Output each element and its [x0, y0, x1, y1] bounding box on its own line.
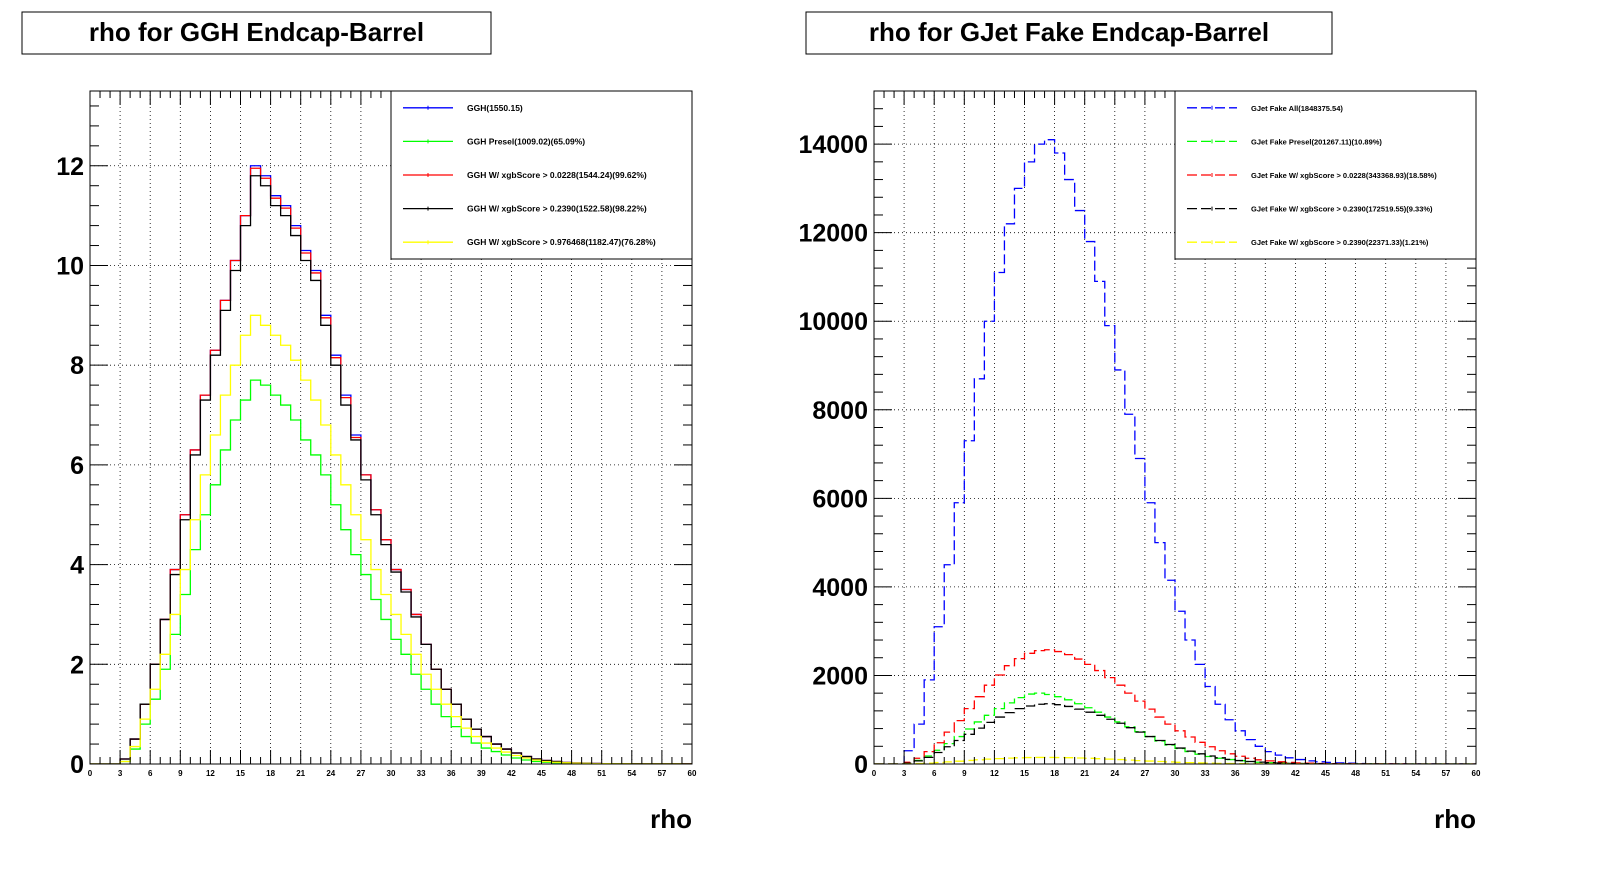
x-tick-label: 51 — [1381, 769, 1390, 778]
y-tick-label: 8 — [70, 352, 84, 380]
x-tick-label: 33 — [417, 769, 426, 778]
legend-label-1: GJet Fake Presel(201267.11)(10.89%) — [1251, 137, 1382, 146]
x-tick-label: 15 — [236, 769, 245, 778]
series-line-4 — [90, 314, 692, 764]
y-tick-label: 10 — [56, 252, 84, 280]
x-tick-label: 21 — [296, 769, 305, 778]
y-tick-label: 10000 — [798, 308, 868, 336]
series-line-2 — [874, 649, 1476, 764]
x-tick-label: 6 — [932, 769, 937, 778]
x-tick-label: 42 — [507, 769, 516, 778]
x-tick-label: 30 — [387, 769, 396, 778]
x-tick-label: 9 — [962, 769, 967, 778]
x-tick-label: 9 — [178, 769, 183, 778]
x-tick-label: 21 — [1080, 769, 1089, 778]
title-box — [21, 11, 492, 55]
legend-label-0: GGH(1550.15) — [467, 103, 523, 113]
y-tick-label: 4 — [70, 552, 84, 580]
x-tick-label: 54 — [627, 769, 636, 778]
y-tick-label: 2000 — [812, 662, 868, 690]
legend-label-1: GGH Presel(1009.02)(65.09%) — [467, 136, 585, 146]
x-tick-label: 3 — [118, 769, 123, 778]
x-tick-label: 36 — [1231, 769, 1240, 778]
x-tick-label: 45 — [537, 769, 546, 778]
legend-label-3: GJet Fake W/ xgbScore > 0.2390(172519.55… — [1251, 205, 1433, 214]
chart-title: rho for GJet Fake Endcap-Barrel — [869, 17, 1269, 47]
x-tick-label: 33 — [1201, 769, 1210, 778]
legend-label-2: GGH W/ xgbScore > 0.0228(1544.24)(99.62%… — [467, 170, 647, 180]
x-tick-label: 60 — [1472, 769, 1481, 778]
legend-label-2: GJet Fake W/ xgbScore > 0.0228(343368.93… — [1251, 171, 1437, 180]
y-tick-label: 12000 — [798, 220, 868, 248]
x-tick-label: 57 — [657, 769, 666, 778]
x-tick-label: 24 — [326, 769, 335, 778]
y-tick-label: 0 — [854, 751, 868, 779]
x-tick-label: 48 — [1351, 769, 1360, 778]
x-tick-label: 48 — [567, 769, 576, 778]
x-tick-label: 36 — [447, 769, 456, 778]
x-tick-label: 30 — [1171, 769, 1180, 778]
y-tick-label: 4000 — [812, 574, 868, 602]
x-tick-label: 39 — [1261, 769, 1270, 778]
y-tick-label: 2 — [70, 651, 84, 679]
x-tick-label: 60 — [688, 769, 697, 778]
x-tick-label: 18 — [266, 769, 275, 778]
y-tick-label: 14000 — [798, 131, 868, 159]
x-tick-label: 0 — [872, 769, 877, 778]
x-tick-label: 27 — [356, 769, 365, 778]
y-tick-label: 0 — [70, 751, 84, 779]
x-tick-label: 3 — [902, 769, 907, 778]
legend-box — [1174, 90, 1477, 260]
x-tick-label: 18 — [1050, 769, 1059, 778]
x-tick-label: 27 — [1140, 769, 1149, 778]
x-tick-label: 12 — [206, 769, 215, 778]
x-tick-label: 12 — [990, 769, 999, 778]
y-tick-label: 8000 — [812, 397, 868, 425]
x-tick-label: 39 — [477, 769, 486, 778]
x-tick-label: 0 — [88, 769, 93, 778]
y-tick-label: 6 — [70, 452, 84, 480]
legend-label-4: GGH W/ xgbScore > 0.976468(1182.47)(76.2… — [467, 237, 656, 247]
legend-label-4: GJet Fake W/ xgbScore > 0.2390(22371.33)… — [1251, 238, 1429, 247]
legend-label-3: GGH W/ xgbScore > 0.2390(1522.58)(98.22%… — [467, 204, 647, 214]
legend-label-0: GJet Fake All(1848375.54) — [1251, 104, 1343, 113]
y-tick-label: 12 — [56, 153, 84, 181]
chart-title: rho for GGH Endcap-Barrel — [89, 17, 424, 47]
x-tick-label: 6 — [148, 769, 153, 778]
y-tick-label: 6000 — [812, 485, 868, 513]
x-axis-label: rho — [1434, 804, 1476, 834]
title-box — [805, 11, 1333, 55]
x-axis-label: rho — [650, 804, 692, 834]
x-tick-label: 45 — [1321, 769, 1330, 778]
x-tick-label: 15 — [1020, 769, 1029, 778]
x-tick-label: 42 — [1291, 769, 1300, 778]
x-tick-label: 54 — [1411, 769, 1420, 778]
x-tick-label: 24 — [1110, 769, 1119, 778]
x-tick-label: 57 — [1441, 769, 1450, 778]
x-tick-label: 51 — [597, 769, 606, 778]
